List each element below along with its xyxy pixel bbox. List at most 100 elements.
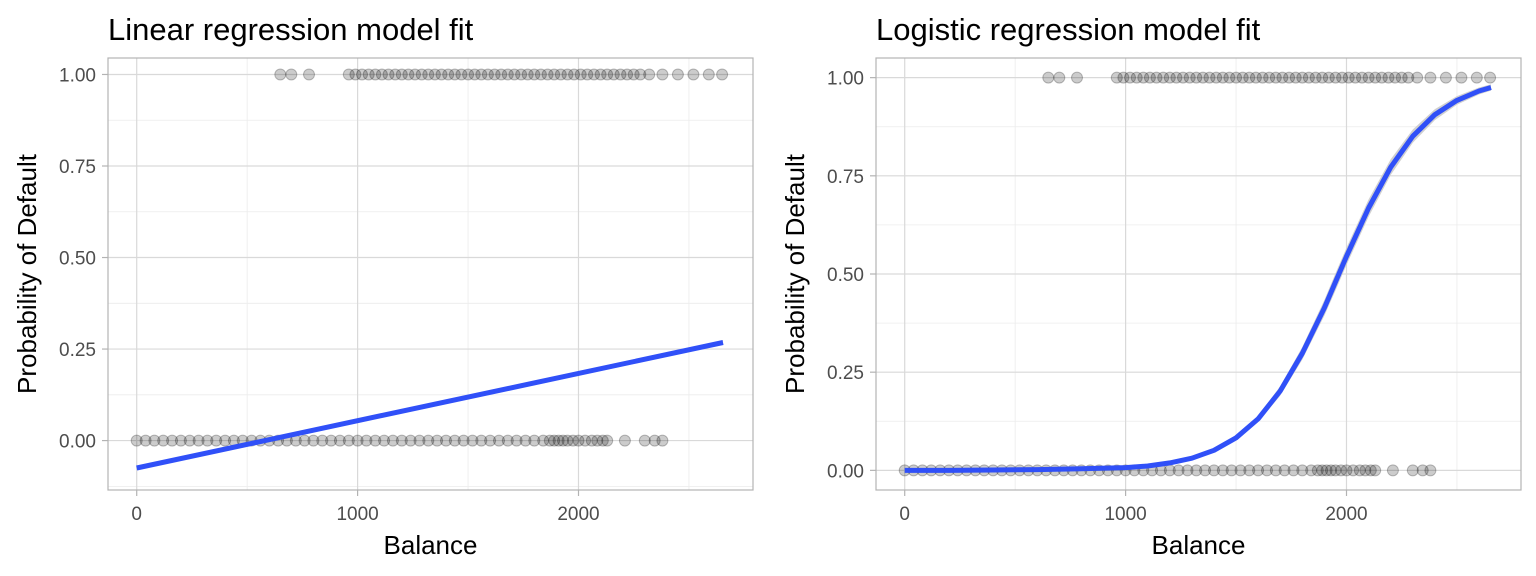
observation-point <box>1325 464 1337 477</box>
observation-point <box>462 68 475 81</box>
observation-point <box>1359 464 1372 477</box>
observation-point <box>548 68 561 81</box>
observation-point <box>561 434 574 447</box>
observation-point <box>1236 71 1249 84</box>
observation-point <box>1316 71 1329 84</box>
observation-point <box>528 434 541 447</box>
x-tick-label: 2000 <box>557 504 599 525</box>
logistic-regression-panel: Logistic regression model fit 0 1000 20000… <box>780 12 1522 560</box>
observation-point <box>643 68 656 81</box>
observation-point <box>1243 71 1256 84</box>
observation-point <box>219 434 232 447</box>
observation-point <box>488 68 501 81</box>
observations-layer <box>130 68 729 447</box>
panel-border <box>107 57 754 491</box>
observation-point <box>378 434 391 447</box>
observation-point <box>585 434 598 447</box>
x-axis-title: Balance <box>384 530 478 560</box>
observation-point <box>369 68 382 81</box>
observation-point <box>409 68 421 81</box>
observation-point <box>607 68 620 81</box>
observation-point <box>402 68 415 81</box>
observation-point <box>1406 464 1419 477</box>
observation-point <box>435 68 448 81</box>
observation-point <box>1356 71 1368 84</box>
gridlines <box>876 58 1521 490</box>
x-axis-title: Balance <box>1152 530 1246 560</box>
observation-point <box>1110 71 1123 84</box>
observation-point <box>528 68 541 81</box>
observation-point <box>448 434 461 447</box>
observation-point <box>621 68 634 81</box>
observation-point <box>1269 464 1282 477</box>
observation-point <box>1424 464 1437 477</box>
observation-point <box>579 434 592 447</box>
observation-point <box>1269 71 1282 84</box>
observation-point <box>484 434 497 447</box>
observation-point <box>648 434 661 447</box>
observation-point <box>468 68 481 81</box>
observation-point <box>422 434 435 447</box>
observation-point <box>1340 464 1353 477</box>
observation-point <box>466 434 479 447</box>
observation-point <box>1137 71 1150 84</box>
observation-point <box>627 68 640 81</box>
x-tick-label: 0 <box>899 504 910 525</box>
observation-point <box>561 68 574 81</box>
observation-point <box>1349 71 1362 84</box>
y-tick-label: 0.00 <box>827 461 864 482</box>
observation-point <box>1276 71 1289 84</box>
observation-point <box>375 68 388 81</box>
observation-point <box>543 434 556 447</box>
observation-point <box>1170 71 1183 84</box>
observation-point <box>1216 71 1229 84</box>
observation-point <box>1309 71 1322 84</box>
observation-point <box>508 68 521 81</box>
observation-point <box>591 434 604 447</box>
observation-point <box>1071 71 1083 84</box>
observation-point <box>501 68 514 81</box>
observation-point <box>1249 71 1262 84</box>
y-tick-label: 0.25 <box>827 363 864 384</box>
observation-point <box>1256 71 1269 84</box>
observation-point <box>1362 71 1375 84</box>
observation-point <box>501 434 514 447</box>
observation-point <box>1196 71 1209 84</box>
observation-point <box>316 434 329 447</box>
observation-point <box>1163 71 1176 84</box>
x-tick-label: 0 <box>131 504 142 525</box>
observation-point <box>1342 71 1355 84</box>
observation-point <box>386 434 399 447</box>
observation-point <box>342 434 355 447</box>
observation-point <box>510 434 523 447</box>
observation-point <box>274 68 287 81</box>
observation-point <box>567 434 579 447</box>
observation-point <box>1216 464 1229 477</box>
observation-point <box>548 434 561 447</box>
observation-point <box>201 434 214 447</box>
observation-point <box>307 434 320 447</box>
observation-point <box>1157 71 1170 84</box>
observation-point <box>333 434 346 447</box>
observation-point <box>349 68 362 81</box>
observation-point <box>1455 71 1468 84</box>
confidence-band <box>904 84 1491 471</box>
axis-ticks: 0 1000 2000 0.00 0.25 0.50 0.75 1.00 <box>59 65 600 525</box>
observation-point <box>1208 464 1220 477</box>
observation-point <box>1203 71 1216 84</box>
observation-point <box>568 68 581 81</box>
observation-point <box>1117 71 1130 84</box>
observation-point <box>656 434 669 447</box>
observation-point <box>687 68 700 81</box>
observation-point <box>519 434 532 447</box>
observation-point <box>493 434 505 447</box>
observation-point <box>1364 464 1377 477</box>
x-tick-label: 1000 <box>336 504 378 525</box>
observation-point <box>1243 464 1256 477</box>
observation-point <box>298 434 311 447</box>
observation-point <box>1347 464 1360 477</box>
fit-line-layer <box>904 85 1492 473</box>
observation-point <box>1302 71 1315 84</box>
y-tick-label: 0.75 <box>59 157 96 178</box>
observation-point <box>1223 71 1236 84</box>
